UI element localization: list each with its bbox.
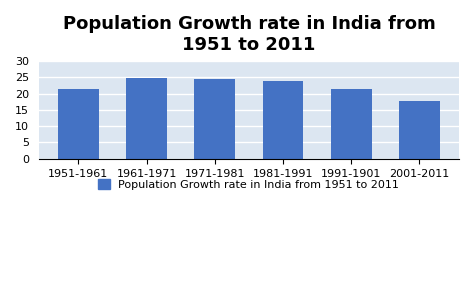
- Bar: [58, 89, 99, 159]
- Bar: [399, 101, 440, 159]
- Bar: [263, 81, 303, 159]
- Bar: [126, 78, 167, 159]
- Legend: Population Growth rate in India from 1951 to 2011: Population Growth rate in India from 195…: [94, 175, 404, 194]
- Bar: [331, 89, 372, 159]
- Title: Population Growth rate in India from
1951 to 2011: Population Growth rate in India from 195…: [63, 15, 435, 54]
- Bar: [194, 79, 235, 159]
